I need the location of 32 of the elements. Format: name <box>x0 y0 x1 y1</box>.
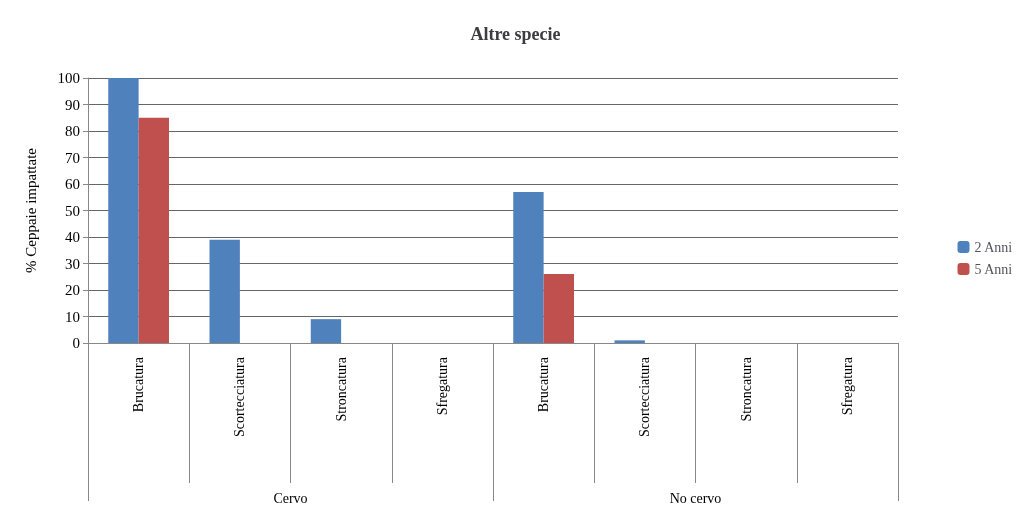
legend-label: 2 Anni <box>974 239 1013 255</box>
bar <box>614 340 645 343</box>
x-tick-label: Scortecciatura <box>232 356 248 438</box>
bar <box>138 117 169 343</box>
bar <box>108 78 139 343</box>
y-tick-label: 60 <box>65 176 80 192</box>
x-tick-label: Scortecciatura <box>637 356 653 438</box>
y-tick-label: 80 <box>65 123 80 139</box>
y-tick-label: 30 <box>65 255 80 272</box>
text: Cervo <box>273 490 308 506</box>
x-tick-label: Stroncatura <box>738 356 754 422</box>
y-tick-label: 10 <box>65 308 80 325</box>
y-tick-label: 100 <box>57 70 80 86</box>
x-tick-label: Stroncatura <box>333 356 349 422</box>
legend-label: 5 Anni <box>974 261 1013 277</box>
x-tick-label: Brucatura <box>131 356 147 413</box>
text: No cervo <box>669 490 722 506</box>
bar <box>543 274 574 343</box>
x-tick-label: Sfregatura <box>434 356 450 416</box>
bar <box>310 319 342 343</box>
y-tick-label: 40 <box>65 229 80 245</box>
y-axis-title: % Ceppaie impattate <box>22 147 39 273</box>
y-tick-label: 50 <box>65 202 80 219</box>
chart-title: Altre specie <box>470 24 561 44</box>
bar <box>513 191 544 343</box>
y-tick-label: 70 <box>65 149 80 166</box>
y-tick-label: 20 <box>65 282 80 298</box>
bar <box>209 239 240 343</box>
x-tick-label: Sfregatura <box>839 356 855 416</box>
x-tick-label: Brucatura <box>536 356 552 413</box>
y-tick-label: 90 <box>65 96 80 113</box>
y-tick-label: 0 <box>72 335 80 351</box>
